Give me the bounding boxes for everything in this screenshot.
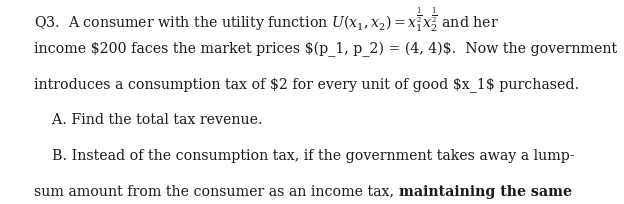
Text: B. Instead of the consumption tax, if the government takes away a lump-: B. Instead of the consumption tax, if th… (34, 149, 575, 163)
Text: A. Find the total tax revenue.: A. Find the total tax revenue. (34, 113, 263, 127)
Text: introduces a consumption tax of $2 for every unit of good $x_1$ purchased.: introduces a consumption tax of $2 for e… (34, 78, 580, 92)
Text: maintaining the same: maintaining the same (399, 185, 572, 199)
Text: income $200 faces the market prices $(p_1, p_2) = (4, 4)$.  Now the government: income $200 faces the market prices $(p_… (34, 42, 617, 57)
Text: sum amount from the consumer as an income tax,: sum amount from the consumer as an incom… (34, 185, 399, 199)
Text: Q3.  A consumer with the utility function $U(x_1, x_2) = x_1^{\frac{1}{2}}x_2^{\: Q3. A consumer with the utility function… (34, 6, 499, 35)
